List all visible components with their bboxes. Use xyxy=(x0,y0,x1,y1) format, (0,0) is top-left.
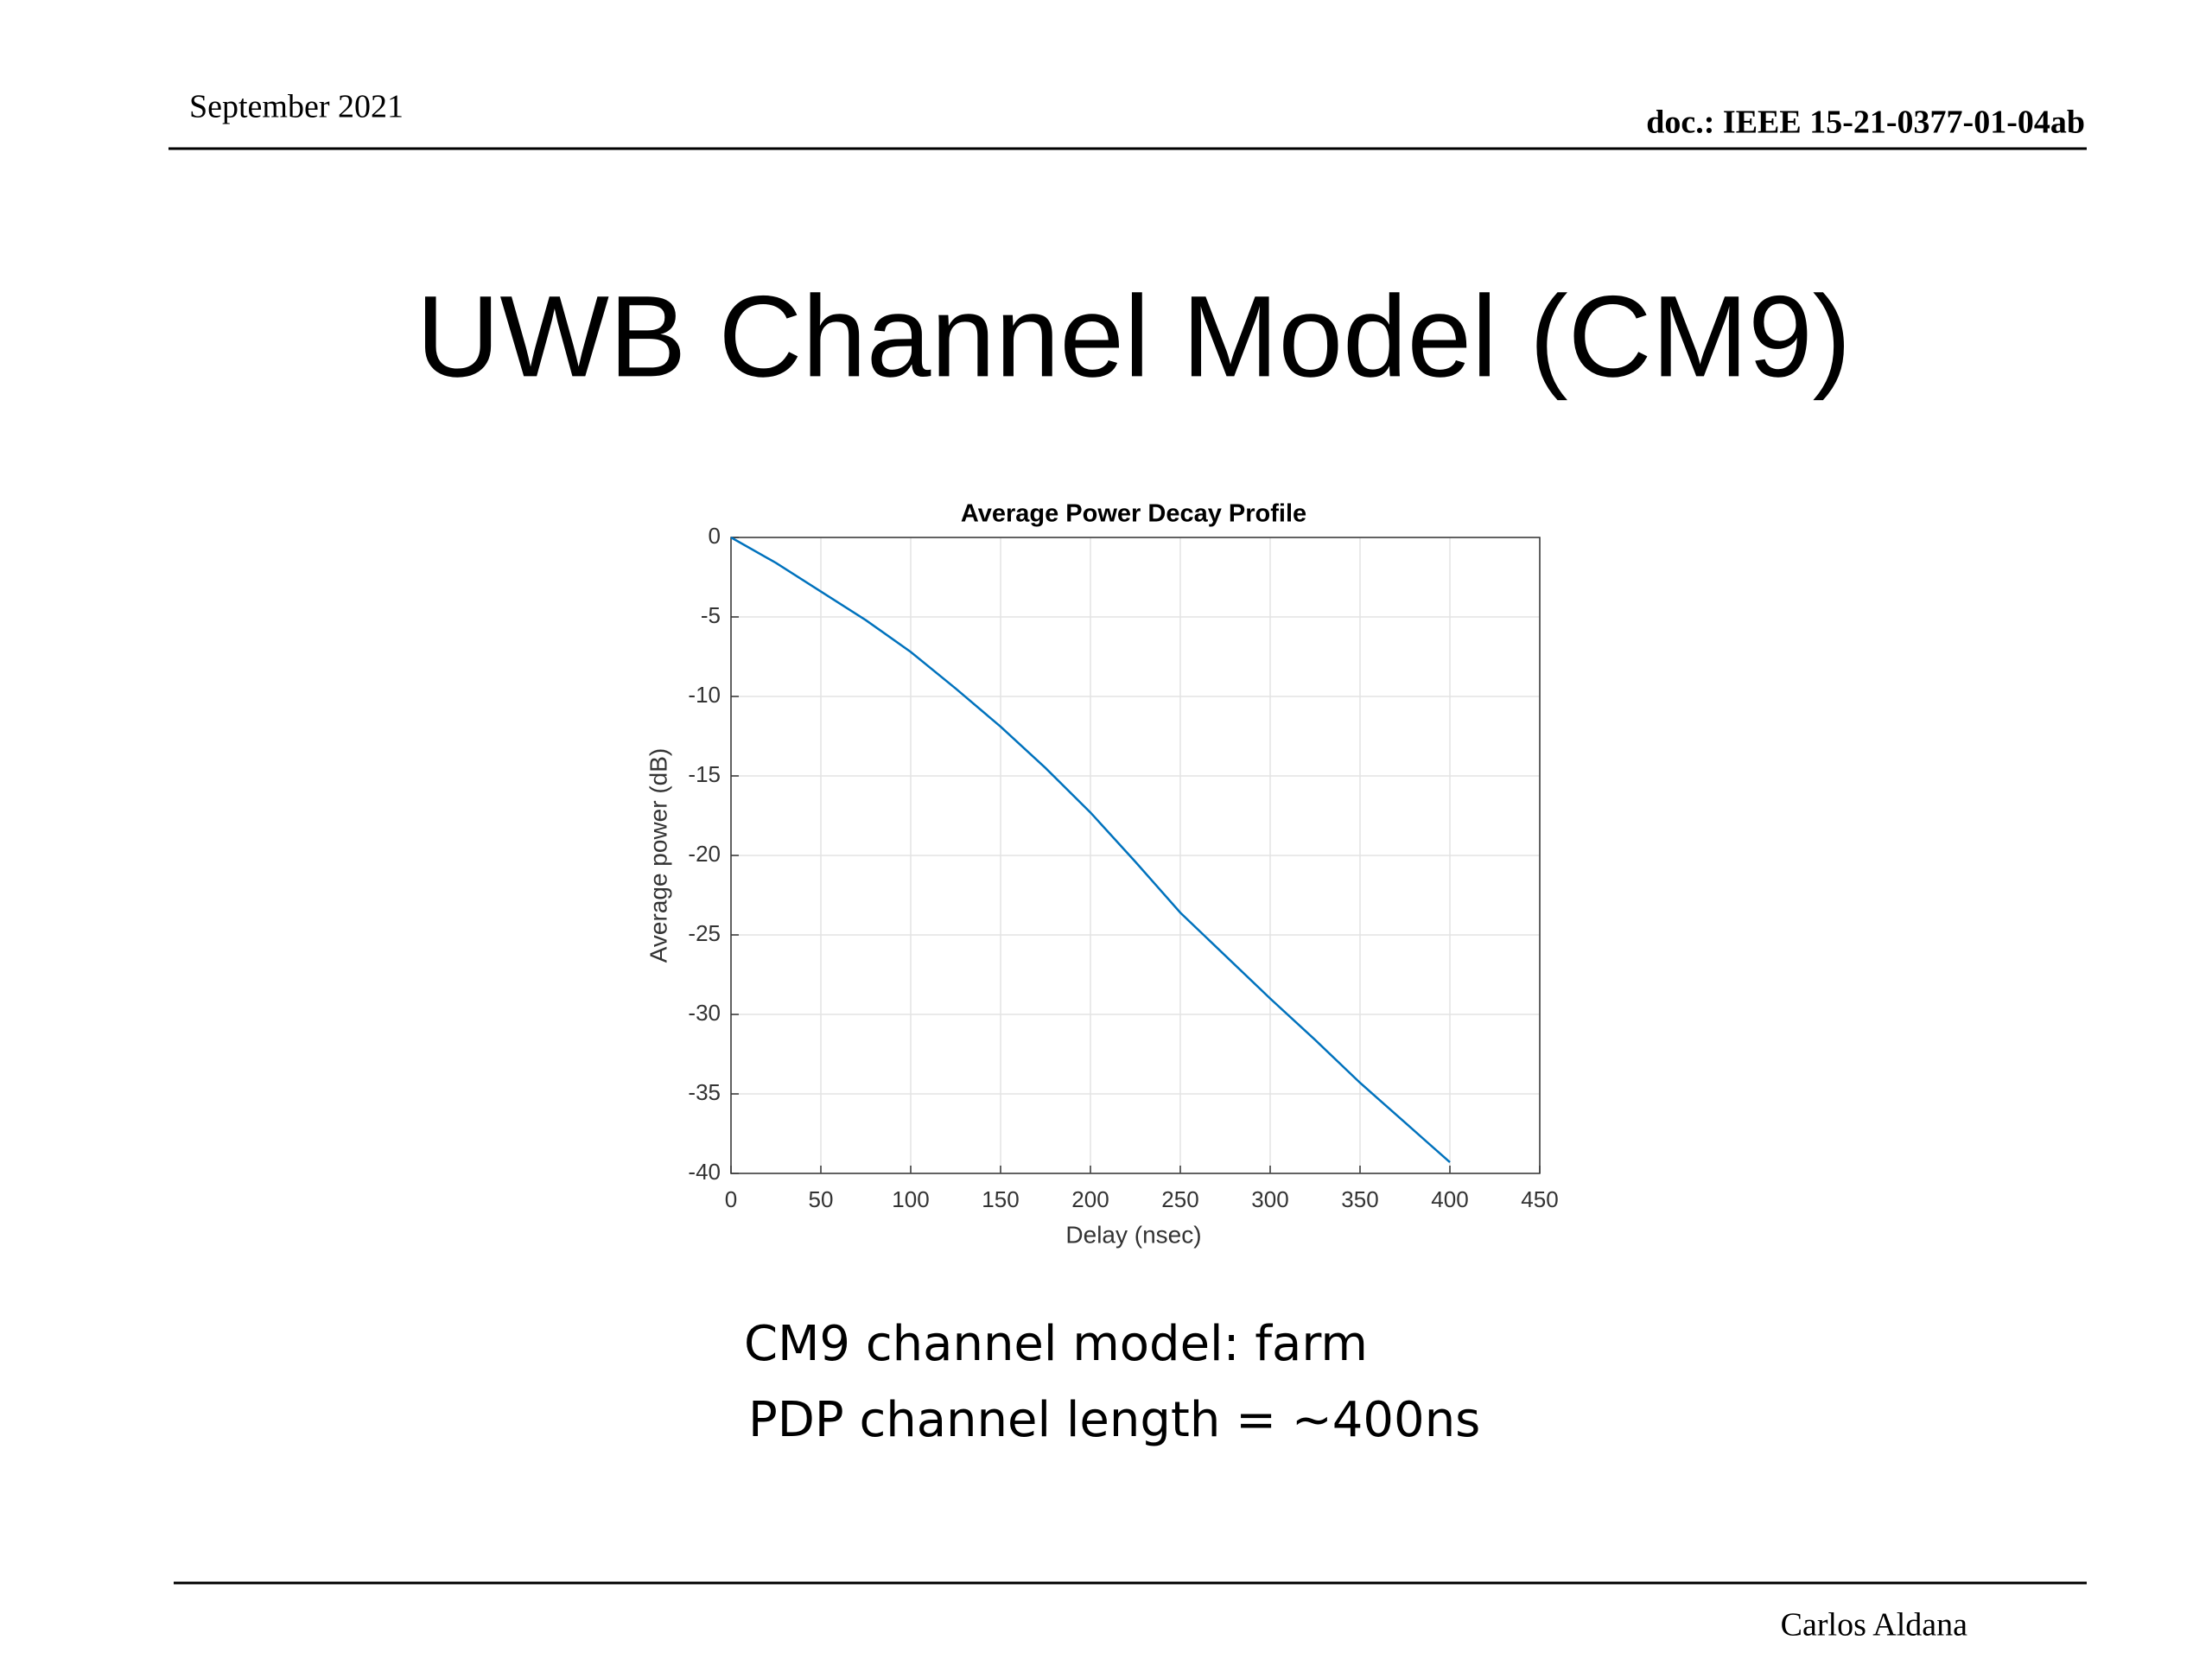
x-tick-label: 100 xyxy=(892,1186,929,1212)
y-tick-label: -40 xyxy=(688,1159,721,1185)
x-tick-label: 200 xyxy=(1071,1186,1109,1212)
header-doc: doc.: IEEE 15-21-0377-01-04ab xyxy=(1646,105,2085,141)
x-tick-label: 150 xyxy=(982,1186,1019,1212)
y-axis-label: Average power (dB) xyxy=(645,748,671,963)
x-tick-label: 50 xyxy=(809,1186,834,1212)
y-tick-label: -10 xyxy=(688,682,721,708)
body-line: PDP channel length = ~400ns xyxy=(748,1392,1480,1448)
y-tick-label: -20 xyxy=(688,841,721,867)
plot-frame xyxy=(730,537,1541,1174)
x-tick-label: 250 xyxy=(1161,1186,1198,1212)
y-tick-label: -25 xyxy=(688,920,721,946)
x-tick-label: 400 xyxy=(1431,1186,1468,1212)
y-tick-label: 0 xyxy=(709,523,721,549)
header-date: September 2021 xyxy=(189,89,404,125)
x-tick-label: 300 xyxy=(1251,1186,1288,1212)
data-line xyxy=(730,536,1451,1164)
chart-title: Average Power Decay Profile xyxy=(961,500,1306,528)
x-axis-label: Delay (nsec) xyxy=(1065,1221,1201,1248)
y-tick-label: -35 xyxy=(688,1079,721,1105)
y-tick-label: -30 xyxy=(688,1000,721,1026)
x-tick-label: 350 xyxy=(1341,1186,1378,1212)
body-line: CM9 channel model: farm xyxy=(744,1316,1368,1372)
x-tick-label: 0 xyxy=(725,1186,737,1212)
y-tick-label: -15 xyxy=(688,761,721,787)
x-tick-label: 450 xyxy=(1521,1186,1558,1212)
slide-title: UWB Channel Model (CM9) xyxy=(416,272,1852,401)
footer-author: Carlos Aldana xyxy=(1781,1607,1967,1643)
y-tick-label: -5 xyxy=(701,602,721,628)
